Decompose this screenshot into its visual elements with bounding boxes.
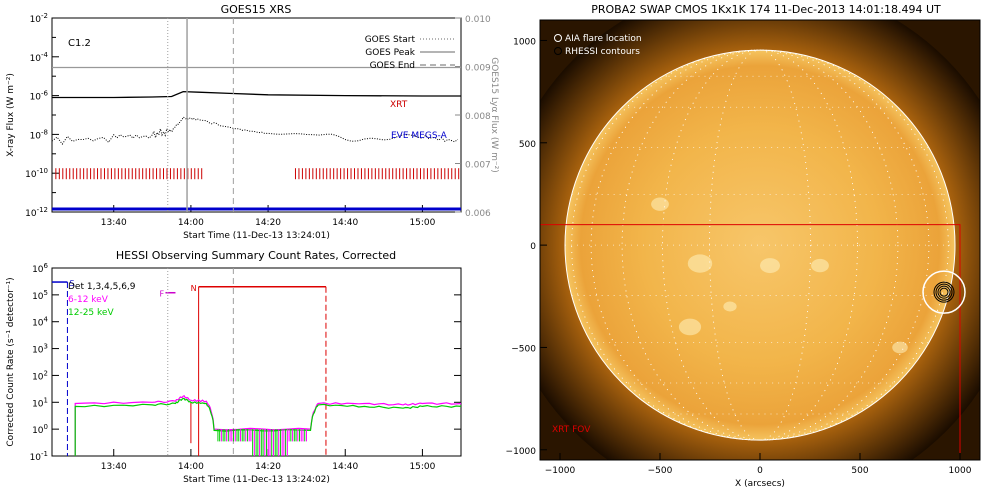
swap-legend-label: AIA flare location xyxy=(565,34,642,44)
hessi-series-line xyxy=(74,397,462,456)
swap-active-region xyxy=(723,301,737,312)
goes-y-axis-label: X-ray Flux (W m⁻²) xyxy=(6,73,16,157)
swap-image-group: XRT FOV xyxy=(540,20,980,460)
hessi-y-tick-exponent: 3 xyxy=(44,343,48,351)
goes-x-axis-label: Start Time (11-Dec-13 13:24:01) xyxy=(183,231,330,241)
goes-legend-label: GOES Peak xyxy=(365,48,415,58)
hessi-x-tick-label: 14:00 xyxy=(178,462,204,472)
goes-legend-label: GOES End xyxy=(370,61,415,71)
swap-fov-label: XRT FOV xyxy=(552,425,591,435)
goes-y-tick-exponent: -4 xyxy=(41,51,49,59)
swap-active-region xyxy=(678,318,702,336)
hessi-x-tick-label: 15:00 xyxy=(409,462,435,472)
swap-active-region xyxy=(892,341,908,354)
swap-rhessi-contour xyxy=(939,287,949,297)
swap-x-tick-label: 500 xyxy=(851,466,868,476)
hessi-legend-label: Det 1,3,4,5,6,9 xyxy=(68,282,136,292)
goes-y2-tick-label: 0.008 xyxy=(465,112,491,122)
hessi-y-axis-label: Corrected Count Rate (s⁻¹ detector⁻¹) xyxy=(6,277,16,446)
hessi-x-tick-label: 14:40 xyxy=(332,462,358,472)
goes-x-tick-label: 14:40 xyxy=(332,218,358,228)
swap-y-tick-label: 0 xyxy=(530,242,536,252)
goes-title: GOES15 XRS xyxy=(221,3,292,16)
goes-y2-tick-label: 0.009 xyxy=(465,64,491,74)
goes-y2-tick-label: 0.006 xyxy=(465,209,491,219)
hessi-x-tick-label: 13:40 xyxy=(101,462,127,472)
hessi-legend-label: 12-25 keV xyxy=(68,308,114,318)
hessi-legend-label: 6-12 keV xyxy=(68,295,109,305)
goes-x-tick-label: 14:00 xyxy=(178,218,204,228)
goes-y2-axis-label: GOES15 Lyα Flux (W m⁻²) xyxy=(489,57,499,173)
goes-y-tick-exponent: -10 xyxy=(37,167,48,175)
swap-legend-label: RHESSI contours xyxy=(565,47,640,57)
hessi-x-axis-label: Start Time (11-Dec-13 13:24:02) xyxy=(183,475,330,485)
swap-x-axis-label: X (arcsecs) xyxy=(735,479,785,489)
swap-active-region xyxy=(760,258,780,274)
goes-y-tick-exponent: -12 xyxy=(37,206,48,214)
swap-rhessi-contour xyxy=(937,285,951,299)
swap-longitude-line xyxy=(709,49,811,441)
goes-xrt-label: XRT xyxy=(390,100,408,110)
goes-eve-label: EVE MEGS-A xyxy=(391,131,448,141)
hessi-x-tick-label: 14:20 xyxy=(255,462,281,472)
goes-short-channel-line xyxy=(51,116,459,145)
goes-y2-tick-label: 0.007 xyxy=(465,161,491,171)
hessi-y-tick-exponent: -1 xyxy=(41,450,48,458)
goes-x-tick-label: 14:20 xyxy=(255,218,281,228)
hessi-night-flag-label: N xyxy=(191,284,197,293)
swap-title: PROBA2 SWAP CMOS 1Kx1K 174 11-Dec-2013 1… xyxy=(591,3,941,16)
swap-y-tick-label: −500 xyxy=(511,344,536,354)
hessi-y-tick-exponent: 6 xyxy=(44,262,49,270)
goes-x-tick-label: 13:40 xyxy=(101,218,127,228)
swap-x-tick-label: 0 xyxy=(757,466,763,476)
swap-solar-disk xyxy=(565,50,955,441)
goes-y-tick-exponent: -6 xyxy=(41,90,49,98)
swap-active-region xyxy=(651,197,669,211)
goes-y2-tick-label: 0.010 xyxy=(465,15,491,25)
goes-x-tick-label: 15:00 xyxy=(409,218,435,228)
swap-x-tick-label: −500 xyxy=(648,466,673,476)
goes-flare-class: C1.2 xyxy=(68,38,91,49)
swap-legend-symbol xyxy=(554,34,562,42)
swap-legend-symbol xyxy=(554,47,562,55)
goes-y-tick-exponent: -2 xyxy=(41,12,48,20)
swap-solar-limb xyxy=(564,49,956,441)
goes-legend-label: GOES Start xyxy=(365,35,416,45)
swap-xrt-fov xyxy=(540,224,961,460)
hessi-y-tick-exponent: 1 xyxy=(44,396,48,404)
hessi-y-tick-exponent: 4 xyxy=(44,316,49,324)
hessi-y-tick-exponent: 5 xyxy=(44,289,48,297)
swap-rhessi-contour xyxy=(933,281,955,303)
swap-x-tick-label: −1000 xyxy=(545,466,576,476)
goes-long-channel-line xyxy=(52,90,461,99)
swap-y-tick-label: −1000 xyxy=(506,447,537,457)
hessi-title: HESSI Observing Summary Count Rates, Cor… xyxy=(116,249,396,262)
swap-rhessi-contour xyxy=(935,283,953,301)
swap-aia-flare-marker xyxy=(922,270,966,314)
swap-y-tick-label: 500 xyxy=(519,140,536,150)
swap-active-region xyxy=(811,258,829,273)
hessi-saa-flag-label: S xyxy=(69,279,74,288)
hessi-flare-flag-label: F xyxy=(159,290,164,299)
goes-y-tick-exponent: -8 xyxy=(41,128,48,136)
swap-y-tick-label: 1000 xyxy=(513,37,536,47)
swap-x-tick-label: 1000 xyxy=(949,466,972,476)
hessi-y-tick-exponent: 0 xyxy=(44,423,48,431)
swap-active-region xyxy=(687,254,713,273)
hessi-y-tick-exponent: 2 xyxy=(44,369,48,377)
